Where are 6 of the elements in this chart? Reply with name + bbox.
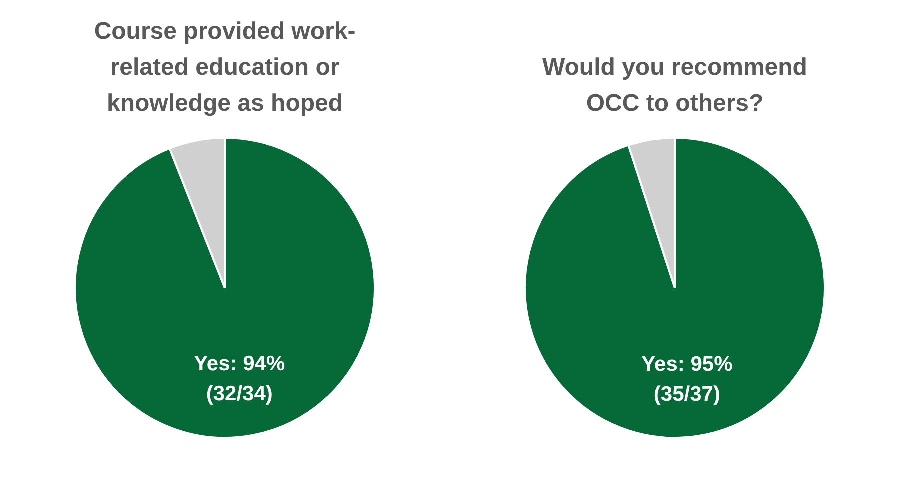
pie-slice — [74, 137, 376, 439]
chart-title: Would you recommend OCC to others? — [542, 54, 808, 117]
pie-slice — [524, 137, 826, 439]
slice-label: Yes: 95% (35/37) — [642, 353, 734, 406]
slice-label: Yes: 94% (32/34) — [194, 352, 286, 406]
chart-title: Course provided work-related education or knowledge as hoped — [94, 18, 356, 117]
